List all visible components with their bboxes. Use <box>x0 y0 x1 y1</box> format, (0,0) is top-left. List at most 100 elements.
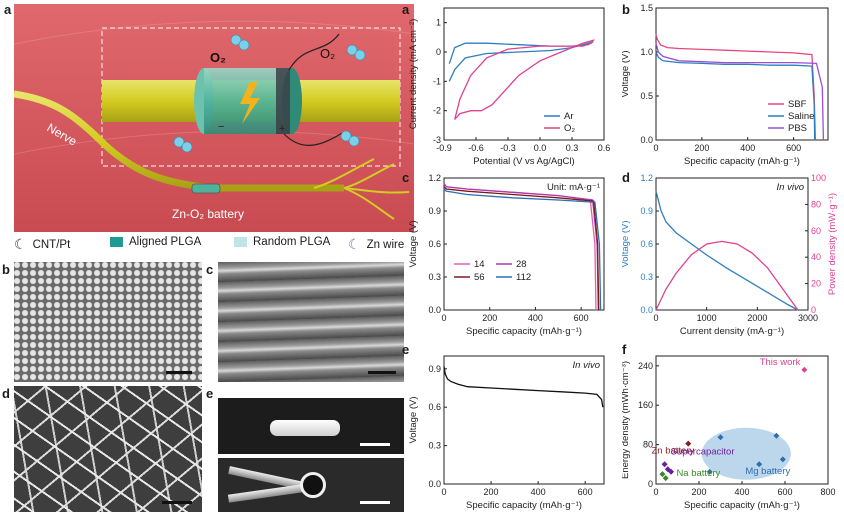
scatter-point <box>664 466 671 473</box>
battery-device: − + <box>194 33 345 146</box>
square-swatch <box>110 237 123 247</box>
x-tick-label: 0.0 <box>534 143 547 153</box>
legend-label: 56 <box>474 272 485 283</box>
scatter-label: Zn battery <box>651 446 694 457</box>
panel-label-c-img: c <box>206 262 214 277</box>
series-line-Saline <box>655 51 816 141</box>
svg-text:+: + <box>279 123 285 135</box>
plot-frame <box>655 177 809 311</box>
y-tick-label: 80 <box>643 440 653 450</box>
device-white-tube <box>270 420 340 436</box>
series-line-28 <box>443 183 599 311</box>
y-tick-label: 1 <box>436 18 441 28</box>
y-tick-label: 1.2 <box>640 173 653 183</box>
y-tick-label: 160 <box>638 400 653 410</box>
legend-label: SBF <box>788 99 807 110</box>
y-tick-label: -2 <box>433 106 441 116</box>
series-line-56 <box>443 186 600 311</box>
battery-label: Zn-O₂ battery <box>172 207 244 221</box>
scatter-point <box>801 366 808 373</box>
scatter-point <box>668 468 675 475</box>
photo-device-bottom <box>218 458 404 512</box>
x-tick-label: -0.3 <box>500 143 516 153</box>
plot-frame <box>655 7 829 141</box>
legend-label: CNT/Pt <box>32 238 71 251</box>
x-tick-label: 400 <box>740 143 755 153</box>
panel-label-d-plot: d <box>622 170 630 185</box>
x-tick-label: 0 <box>653 143 658 153</box>
y-tick-label: 0.3 <box>428 441 441 451</box>
legend-label: Zn wire <box>366 238 405 251</box>
scatter-point <box>773 432 780 439</box>
series-line-Ar <box>448 41 594 82</box>
y-tick-label: 0.6 <box>428 239 441 249</box>
scatter-label: Na battery <box>676 468 720 479</box>
x-tick-label: 0 <box>653 313 658 323</box>
y-tick-label: 0.0 <box>640 135 653 145</box>
x-tick-label: 1000 <box>697 313 717 323</box>
scale-bar <box>166 371 192 374</box>
y-right-tick-label: 20 <box>811 279 821 289</box>
y-tick-label: 0.6 <box>640 239 653 249</box>
scale-bar <box>368 371 396 374</box>
x-axis-label: Current density (mA·g⁻¹) <box>680 326 784 337</box>
x-tick-label: 0 <box>441 313 446 323</box>
y-tick-label: 0.9 <box>640 206 653 216</box>
x-tick-label: 200 <box>691 487 706 497</box>
sem-image-aligned-fibers <box>218 262 404 382</box>
device-cross-section <box>300 472 326 498</box>
oxygen-molecules <box>173 34 366 153</box>
chart-in-vivo-polarization: 0 1000 2000 3000 0.0 0.3 0.6 0.9 1.2 0 20 40 60 80 100… <box>622 173 838 337</box>
x-axis-label: Specific capacity (mAh·g⁻¹) <box>684 500 800 511</box>
y-right-tick-label: 80 <box>811 199 821 209</box>
y-right-tick-label: 60 <box>811 226 821 236</box>
scale-bar <box>360 443 390 446</box>
x-tick-label: 3000 <box>798 313 818 323</box>
legend-label: Aligned PLGA <box>129 236 202 248</box>
legend-cnt-pt: ☾ CNT/Pt <box>14 236 70 253</box>
y-right-axis-label: Power density (mW·g⁻¹) <box>827 193 838 295</box>
y-axis-label: Voltage (V) <box>622 51 631 98</box>
scatter-label: This work <box>760 357 801 368</box>
legend-zn-wire: ☾ Zn wire <box>348 236 404 253</box>
y-tick-label: 0 <box>436 47 441 57</box>
y-axis-label: Voltage (V) <box>622 221 631 268</box>
material-legend: ☾ CNT/Pt Aligned PLGA Random PLGA ☾ Zn w… <box>14 236 414 258</box>
series-line-curve <box>443 366 604 408</box>
scatter-point <box>661 461 668 468</box>
y-tick-label: 240 <box>638 361 653 371</box>
panel-label-e-img: e <box>206 386 214 401</box>
y-tick-label: -3 <box>433 135 441 145</box>
x-tick-label: 600 <box>786 143 801 153</box>
x-tick-label: 400 <box>528 313 543 323</box>
scatter-label: Supercapacitor <box>671 446 735 457</box>
photo-device-top <box>218 398 404 454</box>
x-tick-label: 0 <box>441 487 446 497</box>
y-tick-label: 0.0 <box>428 479 441 489</box>
y-tick-label: 0.9 <box>428 206 441 216</box>
x-tick-label: 600 <box>578 487 593 497</box>
x-tick-label: 0.3 <box>566 143 579 153</box>
scatter-point <box>659 471 666 478</box>
x-axis-label: Specific capacity (mAh·g⁻¹) <box>684 156 800 167</box>
y-right-tick-label: 0 <box>811 305 816 315</box>
legend-label: PBS <box>788 123 807 134</box>
legend-label: Saline <box>788 111 814 122</box>
panel-label-c-plot: c <box>402 170 410 185</box>
y-tick-label: 0.3 <box>428 272 441 282</box>
series-line-PBS <box>655 43 825 141</box>
legend-label: 112 <box>516 272 531 283</box>
region-mg-battery <box>701 427 791 480</box>
legend-label: O₂ <box>564 123 575 134</box>
legend-label: 28 <box>516 259 527 270</box>
legend-label: 14 <box>474 259 485 270</box>
legend-aligned-plga: Aligned PLGA <box>110 236 201 248</box>
x-tick-label: 400 <box>531 487 546 497</box>
chart-title: In vivo <box>573 360 600 371</box>
legend-label: Random PLGA <box>253 236 331 248</box>
y-tick-label: 1.0 <box>640 47 653 57</box>
y-axis-label: Current density (mA cm⁻²) <box>408 19 419 130</box>
x-axis-label: Potential (V vs Ag/AgCl) <box>473 156 574 167</box>
sem-image-particles <box>14 262 202 382</box>
y-tick-label: 0.6 <box>428 402 441 412</box>
